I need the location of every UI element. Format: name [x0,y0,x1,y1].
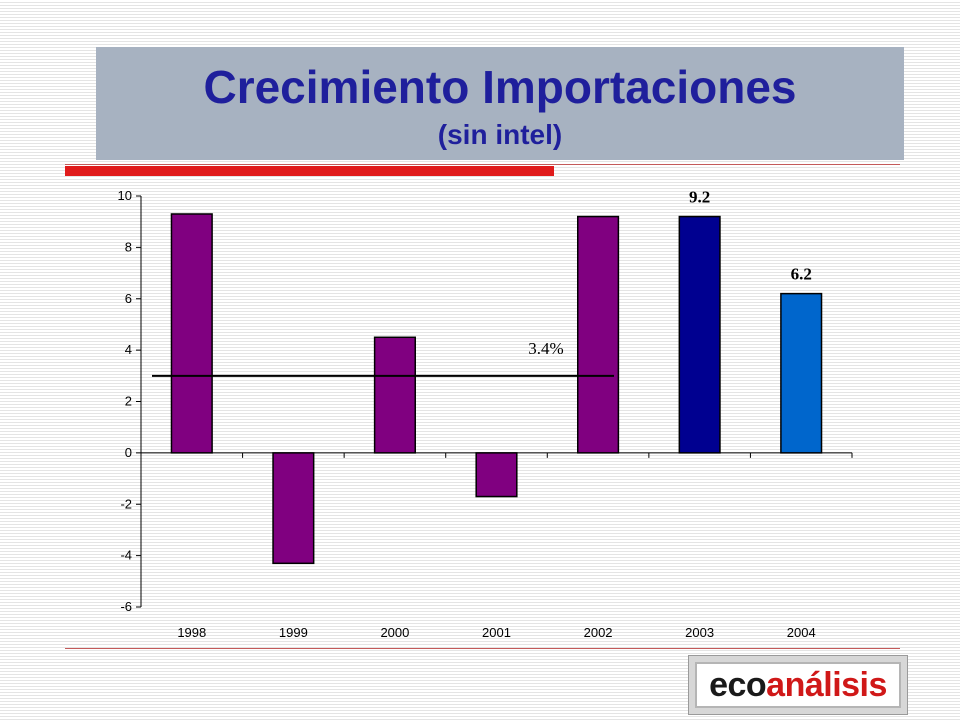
y-tick-label: 4 [125,342,132,357]
reference-line-group: 3.4% [152,339,614,377]
x-tick-label: 2003 [685,625,714,640]
y-tick-label: 2 [125,394,132,409]
x-tick-label: 1998 [177,625,206,640]
page-subtitle: (sin intel) [437,119,563,150]
x-tick-label: 1999 [279,625,308,640]
data-label-2003: 9.2 [689,188,710,207]
y-tick-label: 8 [125,239,132,254]
x-tick-label: 2004 [787,625,816,640]
y-tick-label: 10 [118,188,132,203]
logo-text-analisis: análisis [766,665,887,704]
y-tick-label: 6 [125,291,132,306]
bars [170,213,823,565]
bar-2001 [475,452,518,498]
ecoanalisis-logo: eco análisis [688,655,908,715]
y-axis: 10 8 6 4 2 0 -2 -4 -6 [118,188,142,614]
data-labels: 9.2 6.2 [689,188,812,284]
logo-text-eco: eco [709,665,767,704]
bar-1998 [170,213,213,454]
bar-1999 [272,452,315,565]
y-tick-label: -4 [120,548,132,563]
x-tick-label: 2000 [380,625,409,640]
page-title: Crecimiento Importaciones [203,61,797,113]
bar-2004 [780,292,823,454]
accent-bar [65,166,554,176]
average-label: 3.4% [528,339,563,358]
bar-2003 [678,215,721,454]
x-tick-label: 2001 [482,625,511,640]
data-label-2004: 6.2 [791,265,812,284]
bottom-divider [65,648,900,649]
y-tick-label: 0 [125,445,132,460]
bar-2002 [577,215,620,454]
logo-wordmark: eco análisis [695,662,901,708]
bar-2000 [373,336,416,454]
x-tick-label: 2002 [584,625,613,640]
top-divider [65,164,900,165]
title-banner: Crecimiento Importaciones (sin intel) [96,47,904,160]
y-tick-label: -2 [120,496,132,511]
y-tick-label: -6 [120,599,132,614]
